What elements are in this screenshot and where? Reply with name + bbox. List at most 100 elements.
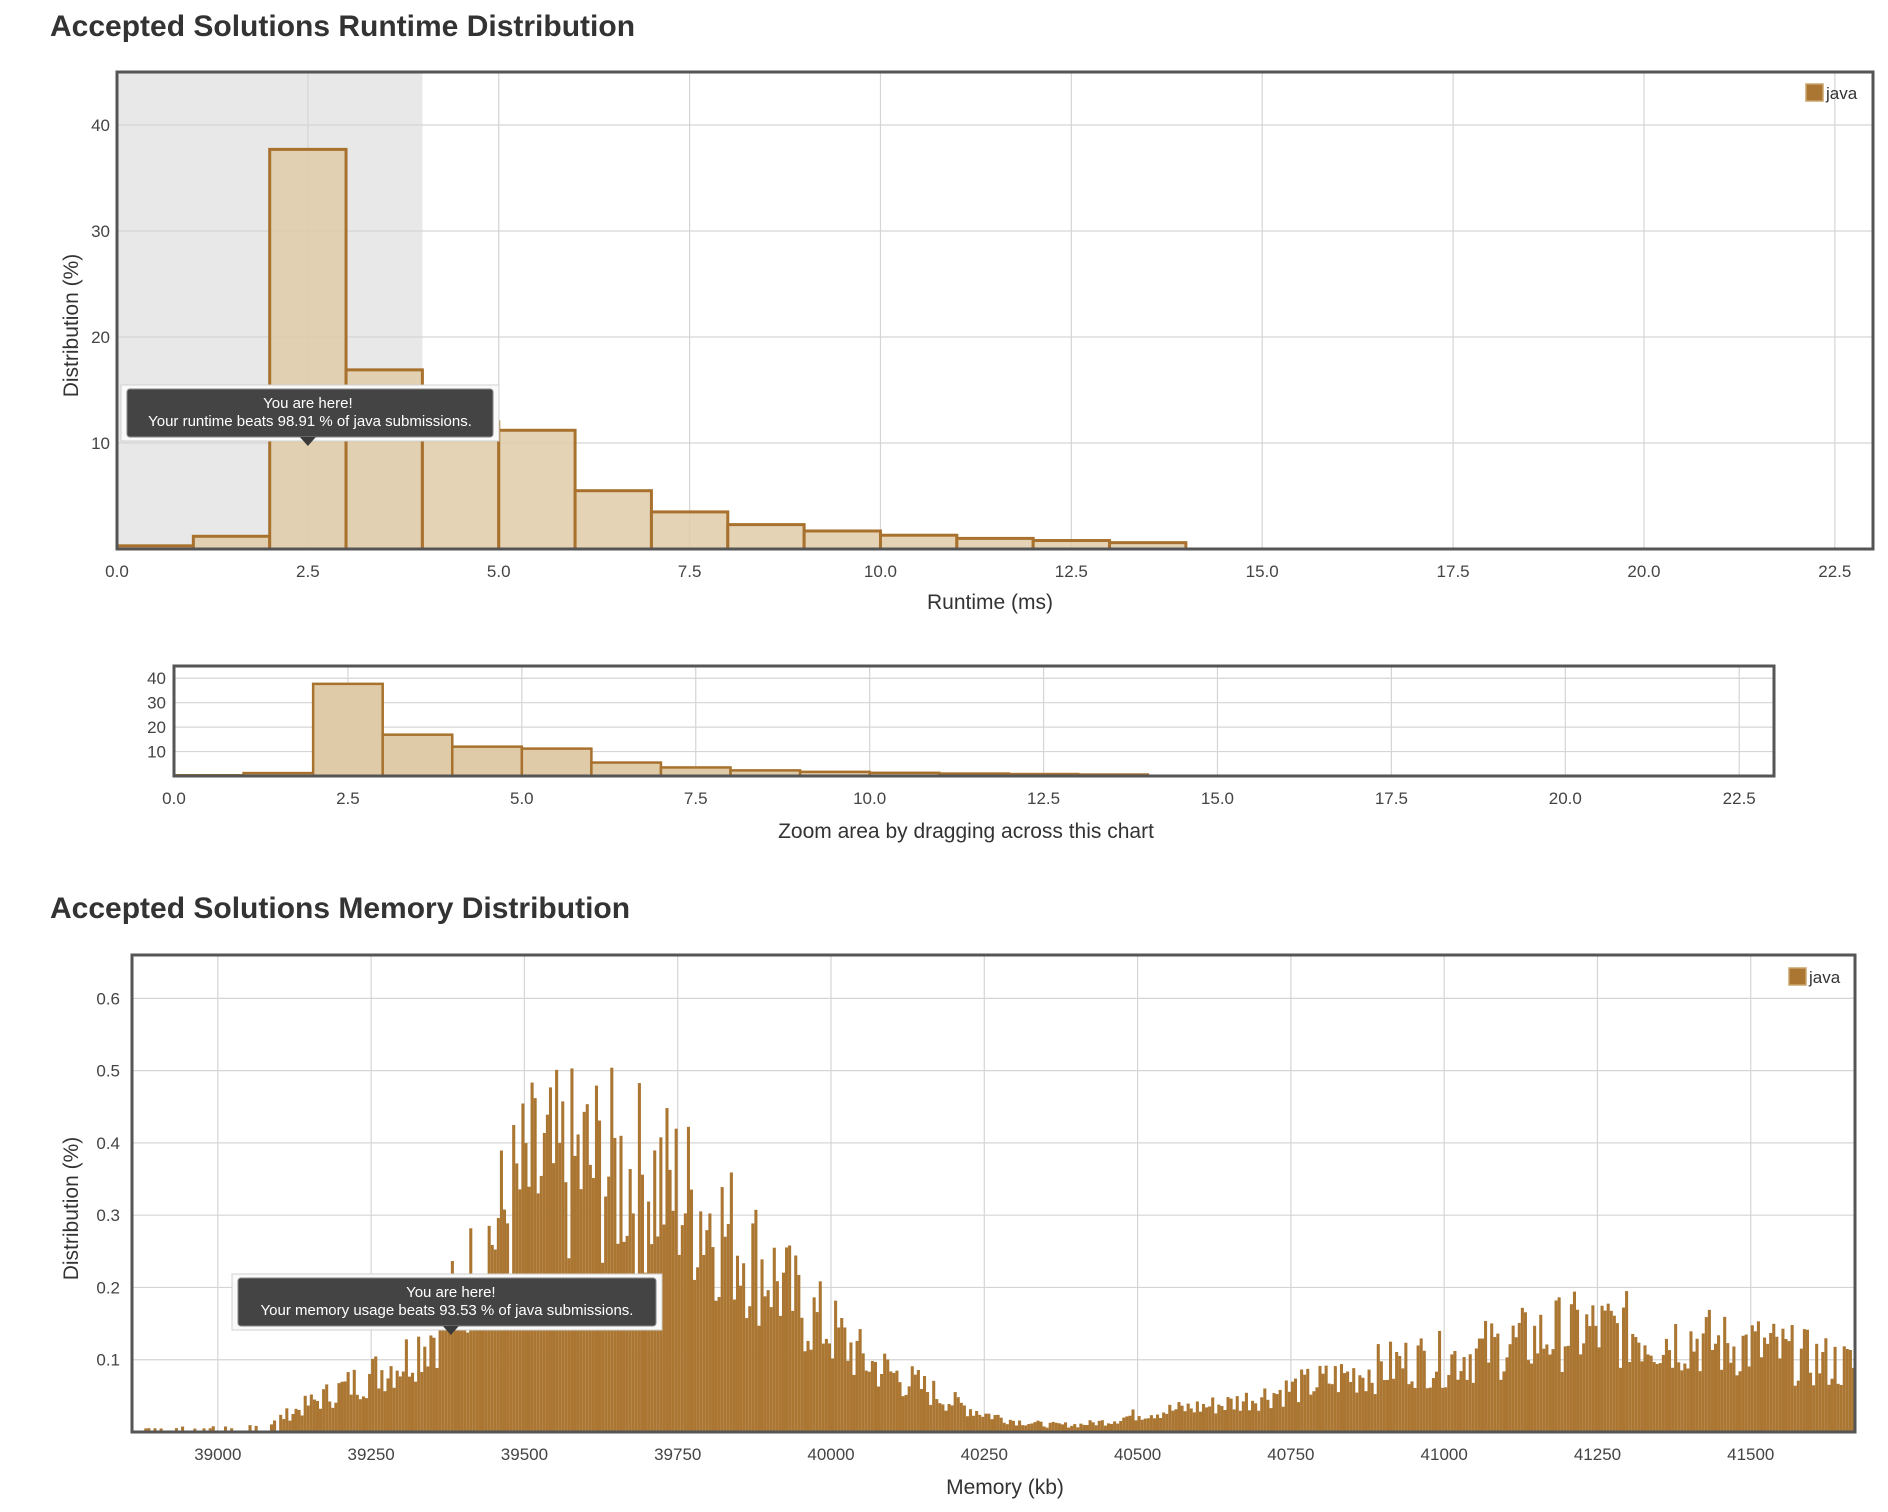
memory-bar[interactable]: [456, 1280, 461, 1432]
memory-bar[interactable]: [1352, 1368, 1356, 1432]
memory-bar[interactable]: [1720, 1369, 1724, 1432]
memory-bar[interactable]: [1315, 1387, 1319, 1432]
memory-bar[interactable]: [1027, 1424, 1031, 1432]
memory-bar[interactable]: [208, 1428, 212, 1432]
memory-bar[interactable]: [1658, 1363, 1662, 1432]
memory-bar[interactable]: [269, 1424, 274, 1432]
memory-bar[interactable]: [1330, 1384, 1334, 1432]
memory-bar[interactable]: [1152, 1418, 1156, 1432]
memory-bar[interactable]: [1379, 1361, 1383, 1432]
memory-bar[interactable]: [1422, 1350, 1426, 1432]
memory-bar[interactable]: [1802, 1329, 1806, 1432]
memory-bar[interactable]: [1174, 1409, 1178, 1432]
memory-bar[interactable]: [1284, 1380, 1288, 1432]
memory-bar[interactable]: [401, 1371, 405, 1432]
memory-bar[interactable]: [1162, 1412, 1166, 1432]
memory-bar[interactable]: [1692, 1351, 1696, 1432]
memory-bar[interactable]: [846, 1360, 850, 1432]
memory-bar[interactable]: [1836, 1383, 1840, 1432]
memory-bar[interactable]: [1327, 1383, 1331, 1432]
memory-bar[interactable]: [898, 1382, 902, 1432]
memory-bar[interactable]: [748, 1306, 752, 1432]
memory-bar[interactable]: [337, 1383, 341, 1432]
memory-bar[interactable]: [708, 1213, 712, 1432]
memory-bar[interactable]: [990, 1419, 994, 1432]
memory-bar[interactable]: [1628, 1362, 1632, 1432]
memory-bar[interactable]: [815, 1312, 819, 1432]
memory-bar[interactable]: [1821, 1351, 1825, 1432]
memory-bar[interactable]: [1726, 1343, 1730, 1432]
memory-bar[interactable]: [432, 1337, 436, 1432]
memory-bar[interactable]: [601, 1262, 605, 1432]
memory-bar[interactable]: [1293, 1378, 1298, 1432]
memory-bar[interactable]: [230, 1428, 234, 1432]
memory-bar[interactable]: [1195, 1401, 1199, 1432]
memory-bar[interactable]: [1514, 1337, 1518, 1432]
memory-bar[interactable]: [349, 1394, 353, 1432]
memory-bar[interactable]: [1833, 1346, 1837, 1432]
memory-bar[interactable]: [834, 1300, 838, 1432]
memory-bar[interactable]: [1499, 1379, 1503, 1432]
memory-bar[interactable]: [1171, 1410, 1175, 1432]
memory-bar[interactable]: [1612, 1315, 1616, 1432]
memory-bar[interactable]: [1333, 1366, 1337, 1432]
memory-bar[interactable]: [950, 1405, 954, 1432]
memory-bar[interactable]: [1370, 1382, 1374, 1432]
memory-bar[interactable]: [1588, 1326, 1592, 1432]
memory-bar[interactable]: [1530, 1363, 1534, 1432]
memory-bar[interactable]: [1511, 1325, 1515, 1432]
memory-bar[interactable]: [1343, 1373, 1347, 1432]
memory-bar[interactable]: [1729, 1362, 1733, 1432]
memory-bar[interactable]: [1116, 1423, 1120, 1432]
memory-bar[interactable]: [1784, 1339, 1788, 1432]
memory-bar[interactable]: [886, 1359, 890, 1432]
memory-bar[interactable]: [1713, 1343, 1718, 1432]
memory-bar[interactable]: [1438, 1330, 1442, 1432]
memory-bar[interactable]: [1772, 1323, 1776, 1432]
memory-bar[interactable]: [1766, 1343, 1770, 1432]
memory-bar[interactable]: [821, 1343, 825, 1432]
memory-bar[interactable]: [1226, 1397, 1230, 1432]
runtime-chart[interactable]: 0.0 2.5 5.0 7.5 10.0 12.5 15.0 17.5 20.0 22.5 10 20…: [60, 70, 1875, 614]
memory-bar[interactable]: [1517, 1322, 1521, 1432]
memory-bar[interactable]: [702, 1254, 706, 1432]
memory-bar[interactable]: [1106, 1423, 1111, 1432]
memory-bar[interactable]: [1450, 1354, 1454, 1432]
memory-bar[interactable]: [622, 1241, 626, 1432]
memory-bar[interactable]: [1100, 1420, 1104, 1432]
memory-bar[interactable]: [1014, 1425, 1019, 1432]
memory-bar[interactable]: [340, 1381, 344, 1432]
memory-bar[interactable]: [1615, 1323, 1619, 1432]
memory-bar[interactable]: [509, 1273, 513, 1432]
memory-bar[interactable]: [1572, 1291, 1577, 1432]
memory-bar[interactable]: [1827, 1384, 1831, 1432]
memory-bar[interactable]: [1456, 1379, 1460, 1432]
memory-bar[interactable]: [699, 1211, 703, 1432]
memory-bar[interactable]: [1474, 1348, 1478, 1432]
memory-bar[interactable]: [1468, 1354, 1472, 1432]
memory-bar[interactable]: [530, 1082, 534, 1432]
memory-bar[interactable]: [824, 1338, 828, 1432]
navigator-bar[interactable]: [311, 682, 384, 778]
memory-bar[interactable]: [1235, 1396, 1239, 1432]
memory-bar[interactable]: [1198, 1411, 1202, 1432]
memory-bar[interactable]: [757, 1325, 761, 1432]
memory-bar[interactable]: [1306, 1368, 1310, 1432]
memory-bar[interactable]: [922, 1376, 927, 1432]
memory-bar[interactable]: [1634, 1336, 1638, 1432]
memory-bar[interactable]: [331, 1407, 335, 1432]
memory-bar[interactable]: [806, 1340, 810, 1432]
memory-bar[interactable]: [404, 1339, 408, 1432]
memory-bar[interactable]: [1131, 1409, 1135, 1432]
memory-bar[interactable]: [1208, 1406, 1212, 1432]
memory-bar[interactable]: [435, 1367, 439, 1432]
memory-bar[interactable]: [972, 1415, 976, 1432]
memory-bar[interactable]: [1122, 1417, 1126, 1432]
memory-bar[interactable]: [282, 1419, 286, 1432]
memory-bar[interactable]: [794, 1255, 798, 1432]
memory-bar[interactable]: [1566, 1345, 1570, 1432]
memory-bar[interactable]: [1297, 1402, 1301, 1432]
memory-bar[interactable]: [1769, 1333, 1773, 1432]
memory-bar[interactable]: [1392, 1378, 1396, 1432]
memory-bar[interactable]: [1545, 1344, 1549, 1432]
